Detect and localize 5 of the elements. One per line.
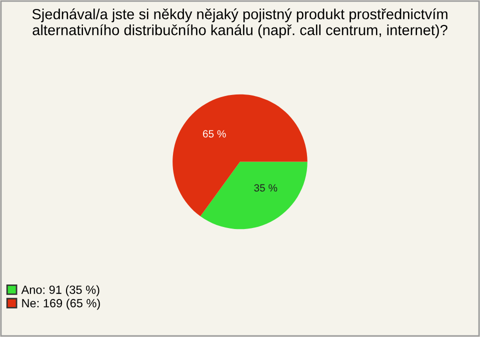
legend-label: Ne: 169 (65 %) (22, 298, 100, 310)
chart-title: Sjednával/a jste si někdy nějaký pojistný produkt prostřednictvím alternativního distribučního kanálu (např. call centrum, internet)? (32, 8, 448, 38)
legend-label: Ano: 91 (35 %) (21, 285, 100, 296)
data-label: 65 % (203, 130, 226, 138)
data-label: 35 % (254, 184, 278, 192)
